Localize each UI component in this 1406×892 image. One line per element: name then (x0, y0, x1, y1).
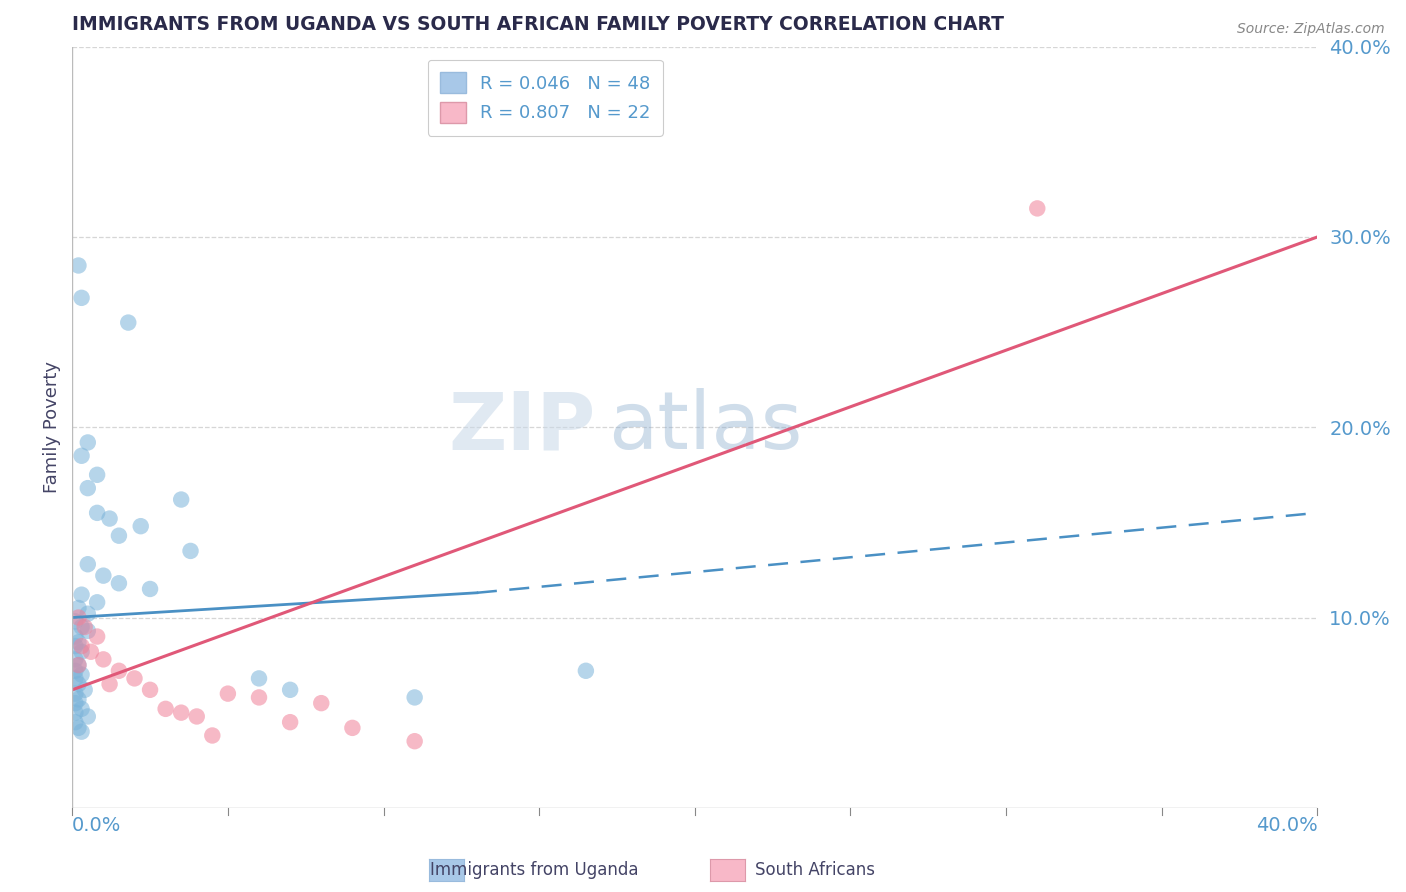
Point (139, 582, 162, 596)
Point (108, 576, 131, 591)
Point (67, 721, 90, 735)
Point (67, 259, 90, 273)
Point (67, 610, 90, 624)
Point (575, 664, 598, 678)
Point (65, 715, 87, 730)
Point (311, 696, 333, 710)
Text: ZIP: ZIP (449, 388, 595, 467)
Point (70, 645, 93, 659)
Point (65, 696, 87, 710)
Point (76, 607, 98, 621)
Point (98, 677, 121, 691)
Point (86, 467, 108, 482)
Point (70, 449, 93, 463)
Point (404, 690, 426, 705)
Point (180, 544, 202, 558)
Y-axis label: Family Poverty: Family Poverty (44, 361, 60, 493)
Point (70, 291, 93, 305)
Point (70, 724, 93, 739)
Text: South Africans: South Africans (755, 861, 876, 879)
Text: Immigrants from Uganda: Immigrants from Uganda (430, 861, 638, 879)
Point (124, 672, 146, 686)
Point (70, 620, 93, 634)
Point (108, 664, 131, 678)
Point (70, 639, 93, 653)
Point (65, 687, 87, 701)
Text: 0.0%: 0.0% (72, 815, 121, 835)
Text: Source: ZipAtlas.com: Source: ZipAtlas.com (1237, 22, 1385, 37)
Point (98, 511, 121, 525)
Point (108, 529, 131, 543)
Point (76, 558, 98, 572)
Point (67, 601, 90, 615)
Point (73, 620, 96, 634)
Point (1026, 202, 1049, 216)
Point (65, 639, 87, 653)
Point (86, 506, 108, 520)
Point (86, 595, 108, 609)
Point (67, 677, 90, 691)
Point (201, 729, 224, 743)
Text: IMMIGRANTS FROM UGANDA VS SOUTH AFRICAN FAMILY POVERTY CORRELATION CHART: IMMIGRANTS FROM UGANDA VS SOUTH AFRICAN … (72, 15, 1004, 34)
Point (93, 652, 115, 666)
Point (117, 316, 139, 330)
Point (70, 702, 93, 716)
Point (65, 664, 87, 678)
Point (76, 435, 98, 450)
Point (76, 624, 98, 638)
Point (170, 492, 193, 507)
Point (217, 687, 239, 701)
Point (70, 667, 93, 681)
Point (404, 734, 426, 748)
Point (93, 568, 115, 582)
Point (67, 692, 90, 706)
Point (170, 706, 193, 720)
Point (65, 652, 87, 666)
Point (67, 635, 90, 649)
Point (67, 658, 90, 673)
Point (65, 672, 87, 686)
Point (65, 615, 87, 629)
Point (186, 709, 208, 723)
Point (73, 682, 96, 697)
Point (278, 682, 301, 697)
Point (76, 481, 98, 495)
Point (67, 658, 90, 673)
Point (139, 682, 162, 697)
Point (155, 702, 177, 716)
Point (247, 672, 270, 686)
Point (65, 706, 87, 720)
Point (278, 715, 301, 730)
Point (129, 519, 152, 533)
Text: atlas: atlas (607, 388, 801, 467)
Point (65, 630, 87, 644)
Point (80, 645, 103, 659)
Point (86, 630, 108, 644)
Point (342, 721, 364, 735)
Point (247, 690, 270, 705)
Point (70, 588, 93, 602)
Point (76, 709, 98, 723)
Legend: R = 0.046   N = 48, R = 0.807   N = 22: R = 0.046 N = 48, R = 0.807 N = 22 (427, 60, 664, 136)
Text: 40.0%: 40.0% (1256, 815, 1317, 835)
